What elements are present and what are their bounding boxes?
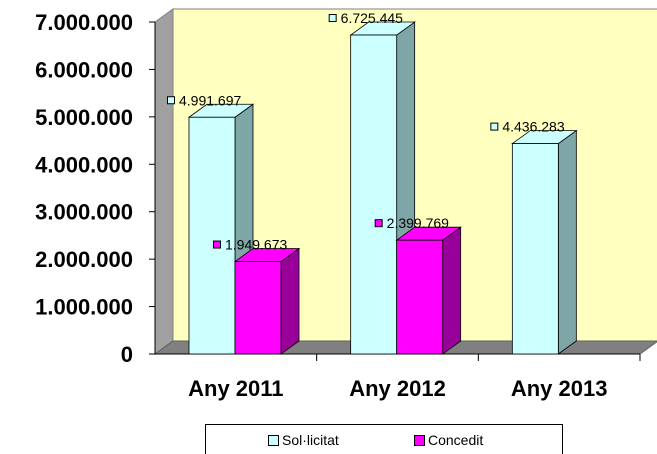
bar-side [442, 226, 462, 355]
legend-item-concedit: Concedit [414, 432, 483, 448]
data-label: 2.399.769 [387, 215, 449, 231]
y-tick-label: 2.000.000 [35, 247, 133, 272]
bar-side [557, 129, 577, 355]
legend-swatch-concedit [414, 434, 425, 446]
data-label-marker [490, 122, 499, 131]
y-tick-label: 5.000.000 [35, 105, 133, 130]
data-label-marker [167, 96, 175, 105]
legend-item-solicitat: Sol·licitat [268, 432, 339, 448]
bar [511, 129, 578, 355]
legend-swatch-solicitat [268, 434, 279, 446]
y-tick-label: 7.000.000 [35, 10, 133, 35]
bar-front [396, 239, 444, 355]
y-tick-label: 6.000.000 [35, 57, 133, 82]
category-label: Any 2011 [188, 376, 283, 401]
data-label-marker [328, 14, 337, 23]
legend: Sol·licitat Concedit [205, 424, 563, 454]
bar-front [188, 116, 236, 355]
data-label: 1.949.673 [225, 237, 287, 253]
side-wall [154, 8, 174, 355]
category-label: Any 2012 [349, 376, 446, 401]
bar-front [350, 34, 398, 355]
bars [187, 21, 578, 355]
bar [233, 247, 301, 355]
y-tick-label: 3.000.000 [35, 200, 133, 225]
bar [187, 103, 255, 355]
legend-label-solicitat: Sol·licitat [282, 432, 339, 448]
category-label: Any 2013 [511, 376, 608, 401]
data-label: 4.436.283 [502, 119, 564, 135]
bar [395, 226, 462, 355]
bar-front [511, 143, 559, 355]
legend-label-concedit: Concedit [428, 432, 484, 448]
x-axis-categories: Any 2011 Any 2012 Any 2013 [188, 354, 641, 401]
bar-side [280, 247, 300, 355]
data-label-marker [374, 219, 383, 228]
data-label: 4.991.697 [179, 92, 241, 108]
bar-front [234, 261, 282, 355]
y-axis-ticks: 0 1.000.000 2.000.000 3.000.000 4.000.000 5.0… [35, 10, 155, 367]
y-tick-label: 4.000.000 [35, 152, 133, 177]
data-label-marker [213, 240, 221, 249]
data-labels: 4.991.697 1.949.673 6.725.445 2.399.769 4.43… [167, 10, 565, 253]
y-tick-label: 1.000.000 [35, 295, 133, 320]
data-label: 6.725.445 [341, 10, 403, 26]
y-tick-label: 0 [121, 342, 133, 367]
